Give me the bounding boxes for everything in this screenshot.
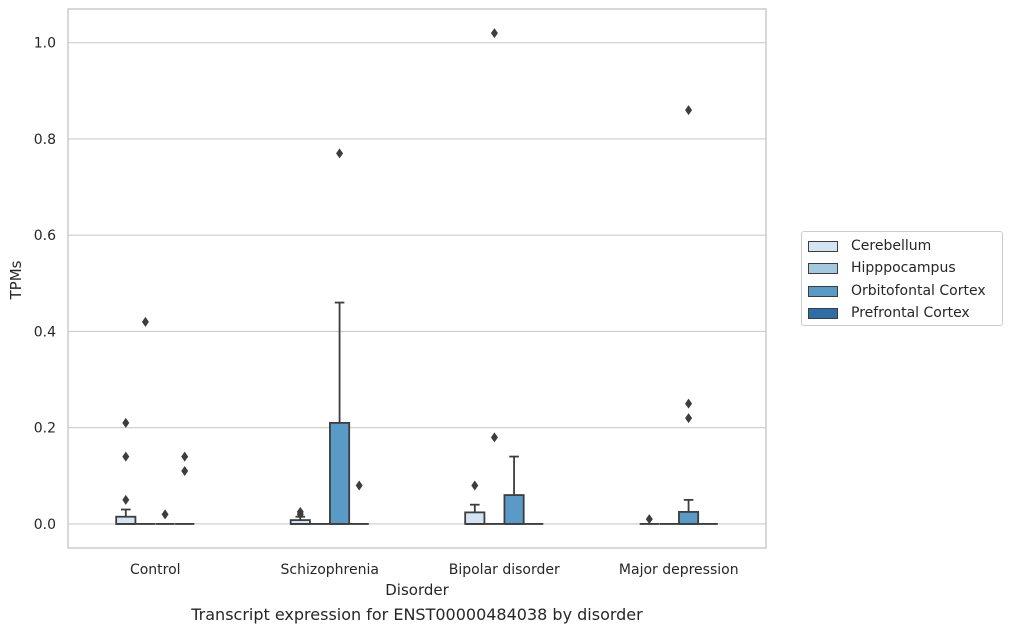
- box-3-0: [175, 451, 195, 525]
- legend-swatch: [808, 285, 838, 297]
- outlier-point: [336, 148, 344, 159]
- box-1-0: [135, 316, 156, 525]
- legend-label: Hipppocampus: [851, 260, 956, 276]
- box-3-1: [349, 480, 369, 525]
- outlier-point: [471, 480, 479, 491]
- y-tick-label: 0.0: [34, 517, 56, 533]
- legend-swatch: [808, 262, 838, 274]
- x-tick-label: Bipolar disorder: [449, 562, 560, 578]
- box-plot-series: [115, 28, 718, 525]
- box-2-2: [503, 455, 525, 525]
- y-axis-label: TPMs: [7, 260, 25, 300]
- outlier-point: [296, 506, 304, 517]
- outlier-point: [141, 316, 149, 327]
- outlier-point: [685, 413, 693, 424]
- outlier-point: [490, 28, 498, 39]
- x-axis-ticks: Control Schizophrenia Bipolar disorder Majo…: [130, 562, 739, 578]
- box-0-3: [639, 514, 659, 525]
- outlier-point: [355, 480, 363, 491]
- x-tick-label: Schizophrenia: [281, 562, 379, 578]
- legend-swatch: [808, 240, 838, 252]
- legend-item-prefrontal-cortex: Prefrontal Cortex: [808, 304, 970, 322]
- x-tick-label: Control: [130, 562, 181, 578]
- box-0-2: [464, 480, 486, 525]
- box-0-1: [289, 506, 311, 525]
- legend-label: Cerebellum: [851, 238, 932, 254]
- y-tick-label: 0.6: [34, 228, 56, 244]
- plot-border: [67, 8, 767, 549]
- plot-frame: [67, 8, 767, 549]
- outlier-point: [181, 451, 189, 462]
- box-0-0: [115, 417, 137, 525]
- box-body: [678, 511, 700, 525]
- box-2-1: [329, 148, 351, 525]
- box-body: [464, 511, 486, 525]
- outlier-point: [122, 494, 130, 505]
- legend-item-orbitofrontal-cortex: Orbitofontal Cortex: [808, 282, 986, 300]
- outlier-point: [161, 509, 169, 520]
- outlier-point: [490, 432, 498, 443]
- outlier-point: [685, 105, 693, 116]
- chart-caption: Transcript expression for ENST0000048403…: [191, 605, 643, 624]
- y-axis-ticks: 0.0 0.2 0.4 0.6 0.8 1.0: [34, 36, 56, 533]
- y-tick-label: 0.4: [34, 324, 56, 340]
- x-axis-label: Disorder: [385, 581, 449, 599]
- outlier-point: [685, 398, 693, 409]
- outlier-point: [645, 514, 653, 525]
- legend-item-hippocampus: Hipppocampus: [808, 259, 956, 277]
- y-tick-label: 0.2: [34, 421, 56, 437]
- box-body: [329, 421, 351, 525]
- legend: Cerebellum Hipppocampus Orbitofontal Cor…: [801, 231, 1003, 326]
- box-2-0: [155, 509, 175, 525]
- y-tick-label: 0.8: [34, 132, 56, 148]
- x-tick-label: Major depression: [619, 562, 739, 578]
- legend-label: Prefrontal Cortex: [851, 305, 970, 321]
- legend-swatch: [808, 307, 838, 319]
- y-tick-label: 1.0: [34, 36, 56, 52]
- legend-item-cerebellum: Cerebellum: [808, 237, 931, 255]
- box-1-2: [484, 28, 505, 525]
- box-body: [503, 494, 525, 525]
- box-body: [115, 515, 137, 525]
- grid-lines: [68, 42, 766, 525]
- outlier-point: [122, 451, 130, 462]
- outlier-point: [181, 466, 189, 476]
- box-2-3: [678, 105, 700, 525]
- legend-label: Orbitofontal Cortex: [851, 283, 986, 299]
- outlier-point: [122, 417, 130, 428]
